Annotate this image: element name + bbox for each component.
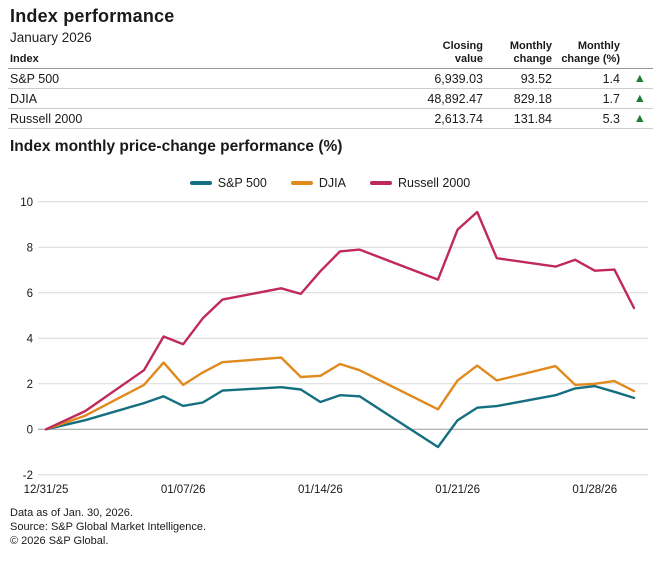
legend-label: S&P 500 [217, 176, 267, 190]
up-triangle-icon: ▲ [633, 71, 646, 85]
chart-title: Index monthly price-change performance (… [10, 138, 343, 155]
y-tick-label: 4 [27, 333, 34, 345]
page-title: Index performance [10, 6, 175, 26]
monthly-change: 131.84 [513, 111, 552, 126]
y-tick-label: 6 [27, 288, 33, 300]
table-row: S&P 500 6,939.03 93.52 1.4 ▲ [8, 69, 653, 89]
up-triangle-icon: ▲ [633, 91, 646, 105]
legend-label: Russell 2000 [397, 176, 471, 190]
series-line-russell-2000 [44, 210, 636, 431]
footer: Data as of Jan. 30, 2026. Source: S&P Gl… [10, 506, 206, 548]
x-tick-label: 01/21/26 [435, 484, 480, 496]
monthly-change-pct: 1.7 [602, 91, 620, 106]
line-swatch-icon [290, 181, 313, 185]
table-row: DJIA 48,892.47 829.18 1.7 ▲ [8, 89, 653, 109]
index-performance-table: Index Closing value Monthly change Monthly… [8, 40, 653, 129]
y-tick-label: 0 [27, 424, 33, 436]
col-header-monthly-change-pct: Monthly change (%) [561, 40, 620, 65]
monthly-change: 829.18 [513, 91, 552, 106]
page-subtitle: January 2026 [10, 30, 92, 45]
monthly-change-pct: 5.3 [602, 111, 620, 126]
col-header-closing-value: Closing value [442, 40, 483, 65]
x-tick-label: 01/14/26 [298, 484, 343, 496]
col-header-index: Index [10, 52, 39, 65]
chart-legend: S&P 500 DJIA Russell 2000 [0, 176, 660, 190]
closing-value: 6,939.03 [434, 71, 483, 86]
index-name: Russell 2000 [10, 111, 83, 126]
monthly-change: 93.52 [520, 71, 552, 86]
closing-value: 2,613.74 [434, 111, 483, 126]
legend-label: DJIA [318, 176, 346, 190]
y-tick-label: 10 [20, 197, 33, 209]
line-swatch-icon [189, 181, 212, 185]
y-tick-label: 2 [27, 379, 33, 391]
series-line-s-p-500 [44, 384, 636, 449]
series-line-djia [44, 356, 636, 431]
index-name: DJIA [10, 91, 38, 106]
x-tick-label: 01/28/26 [572, 484, 617, 496]
closing-value: 48,892.47 [427, 91, 483, 106]
price-change-line-chart: 10 8 6 4 2 0 -2 12/31/25 01/07/26 01/14/26 01/21/2… [20, 197, 648, 496]
x-tick-label: 01/07/26 [161, 484, 206, 496]
table-header-row: Index Closing value Monthly change Monthly… [8, 40, 653, 69]
monthly-change-pct: 1.4 [602, 71, 620, 86]
line-swatch-icon [369, 181, 392, 185]
legend-item: S&P 500 [189, 176, 267, 190]
footer-line: Source: S&P Global Market Intelligence. [10, 521, 207, 533]
table-row: Russell 2000 2,613.74 131.84 5.3 ▲ [8, 109, 653, 129]
footer-line: Data as of Jan. 30, 2026. [10, 507, 133, 519]
legend-item: DJIA [290, 176, 346, 190]
index-name: S&P 500 [10, 71, 60, 86]
up-triangle-icon: ▲ [633, 111, 646, 125]
x-tick-label: 12/31/25 [24, 484, 69, 496]
legend-item: Russell 2000 [369, 176, 471, 190]
y-tick-label: 8 [27, 242, 33, 254]
col-header-monthly-change: Monthly change [509, 40, 552, 65]
footer-line: © 2026 S&P Global. [10, 535, 109, 547]
y-tick-label: -2 [23, 470, 33, 482]
